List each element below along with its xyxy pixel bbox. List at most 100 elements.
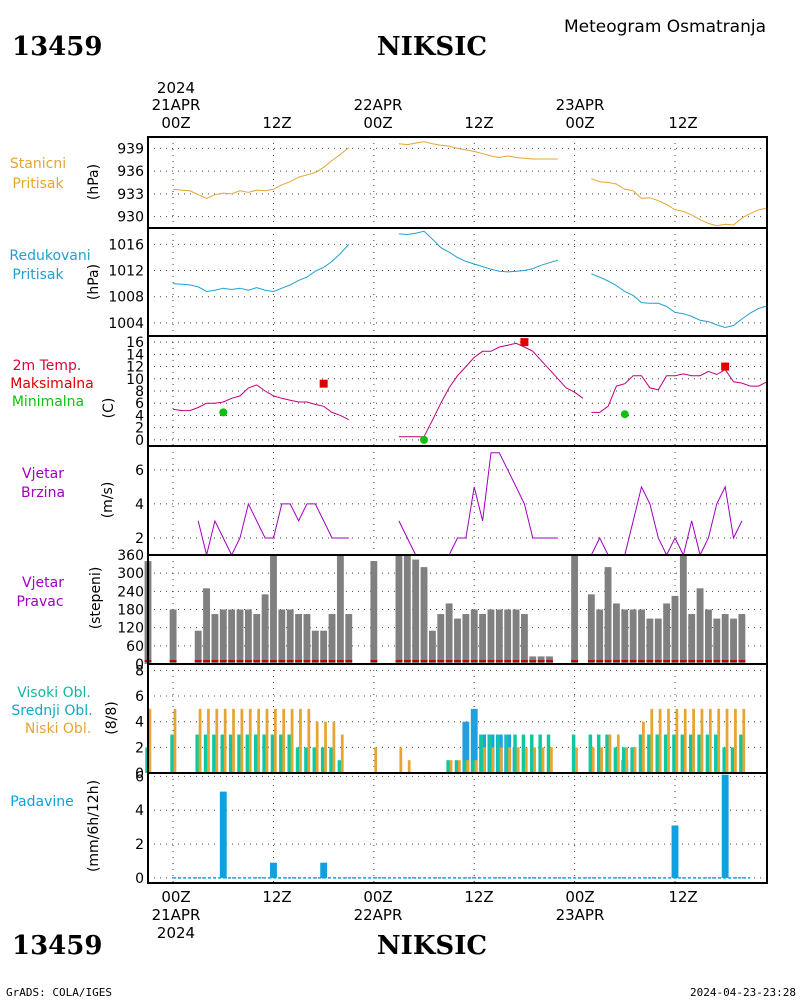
cloud-label-3: Niski Obl. — [25, 721, 91, 737]
cloud-high-bar-15 — [304, 747, 308, 773]
cloud-low-bar-27 — [483, 747, 486, 773]
precip-bar-3 — [671, 825, 679, 878]
wind-dir-bar-31 — [470, 609, 478, 664]
temp-label-1: 2m Temp. — [13, 358, 82, 374]
wind-dir-bar-41 — [571, 555, 579, 664]
wind-dir-bar-18 — [328, 614, 336, 664]
cloud-high-bar-38 — [622, 747, 626, 773]
wind-speed-ylabel: (m/s) — [100, 482, 116, 519]
wind-dir-bar-24 — [412, 559, 420, 664]
wind-dir-base-3 — [203, 660, 210, 662]
wind-dir-bar-26 — [428, 630, 436, 664]
cloud-low-bar-42 — [633, 747, 637, 773]
hour-label-bottom-3: 12Z — [464, 888, 493, 906]
hour-label-bottom-4: 00Z — [565, 888, 594, 906]
wind-dir-bar-2 — [194, 630, 202, 664]
wind-dir-bar-43 — [596, 609, 604, 664]
cloud-low-bar-31 — [516, 747, 520, 773]
reduced-ytick-2: 1012 — [108, 264, 144, 280]
temperature-ytick-0: 0 — [135, 433, 144, 449]
cloud-high-bar-19 — [337, 760, 342, 773]
wind-dir-base-21 — [370, 660, 378, 662]
wind-dir-bar-25 — [420, 567, 428, 664]
wind-dir-bar-8 — [244, 609, 252, 664]
temperature-ytick-7: 14 — [126, 347, 144, 363]
cloud-low-bar-50 — [700, 708, 704, 773]
cloud-high-bar-47 — [697, 734, 701, 773]
cloud-high-bar-33 — [571, 734, 576, 773]
wind-dir-bar-5 — [219, 609, 227, 664]
reduced-pressure-line-2 — [591, 273, 768, 329]
wind-dir-bar-21 — [370, 561, 378, 664]
reduced-ytick-0: 1004 — [108, 316, 144, 332]
pressure-label-1: Stanicni — [10, 156, 66, 172]
wind_direction-ytick-5: 300 — [117, 566, 144, 582]
wind-dir-bar-30 — [462, 614, 470, 664]
reduced-ytick-1: 1008 — [108, 290, 144, 306]
pressure-ylabel: (hPa) — [86, 164, 102, 200]
temperature-ytick-5: 10 — [126, 372, 144, 388]
wind_direction-ytick-1: 60 — [126, 639, 144, 655]
cloud_cover-ytick-2: 4 — [135, 715, 144, 731]
wind-dir-base-14 — [295, 660, 302, 662]
wind-dir-base-7 — [236, 660, 244, 662]
wind-dir-base-10 — [261, 660, 269, 662]
cloud-low-bar-40 — [616, 734, 620, 773]
wind-dir-base-20 — [345, 660, 353, 662]
wind-dir-bar-51 — [663, 603, 671, 664]
wind-dir-base-34 — [495, 660, 503, 662]
pressure-panel-frame — [147, 136, 768, 229]
cloud-high-bar-36 — [605, 734, 609, 773]
hour-label-bottom-0: 00Z — [161, 888, 190, 906]
wind-dir-bar-45 — [613, 603, 620, 664]
cloud-low-bar-24 — [458, 760, 461, 773]
wind-dir-bar-44 — [604, 567, 612, 664]
cloud-low-bar-3 — [207, 708, 210, 773]
cloud-low-bar-33 — [533, 747, 537, 773]
cloud-high-bar-34 — [588, 734, 593, 773]
cloud-high-bar-30 — [530, 734, 534, 773]
cloud-high-bar-2 — [195, 734, 199, 773]
pressure-ytick-1: 933 — [117, 187, 144, 203]
wind-dir-bar-7 — [236, 609, 244, 664]
cloud-low-bar-52 — [717, 708, 721, 773]
pressure-line-1 — [398, 141, 558, 160]
wind-dir-base-28 — [445, 660, 453, 662]
wind-dir-base-19 — [336, 660, 344, 662]
wind-dir-bar-53 — [679, 555, 687, 664]
wind-dir-base-18 — [328, 660, 336, 662]
wind-dir-bar-32 — [479, 614, 487, 664]
cloud-high-bar-23 — [471, 760, 475, 773]
cloud-high-bar-17 — [320, 747, 325, 773]
hour-label-top-3: 12Z — [464, 114, 493, 132]
cloud-high-bar-31 — [538, 734, 542, 773]
pressure-ytick-3: 939 — [117, 141, 144, 157]
cloud-low-bar-11 — [273, 708, 277, 773]
wind-dir-base-32 — [479, 660, 487, 662]
temperature-ytick-4: 8 — [135, 384, 144, 400]
wind-dir-bar-49 — [646, 618, 654, 664]
wind-dir-base-46 — [621, 660, 629, 662]
wind-dir-bar-9 — [253, 614, 261, 664]
cloud-high-bar-25 — [488, 734, 492, 773]
cloud-high-bar-16 — [312, 747, 317, 773]
year-label-bottom: 2024 — [157, 924, 195, 942]
wind-dir-base-52 — [671, 660, 679, 662]
wind-dir-base-59 — [730, 660, 737, 662]
temperature-ytick-3: 6 — [135, 396, 144, 412]
pressure-line-2 — [591, 178, 768, 227]
wind-dir-base-9 — [253, 660, 261, 662]
cloud-high-bar-26 — [496, 734, 501, 773]
wind-dir-label-2: Pravac — [16, 594, 63, 610]
cloud-high-bar-46 — [688, 734, 693, 773]
cloud_cover-ytick-4: 8 — [135, 663, 144, 679]
hour-label-top-1: 12Z — [262, 114, 291, 132]
cloud-low-bar-23 — [449, 760, 453, 773]
wind-dir-base-49 — [646, 660, 654, 662]
wind-dir-base-48 — [638, 660, 645, 662]
tmin-marker-1 — [420, 435, 429, 444]
cloud-high-bar-9 — [253, 734, 258, 773]
wind-dir-bar-11 — [270, 555, 277, 664]
cloud-low-bar-36 — [575, 747, 578, 773]
wind-dir-base-43 — [596, 660, 604, 662]
